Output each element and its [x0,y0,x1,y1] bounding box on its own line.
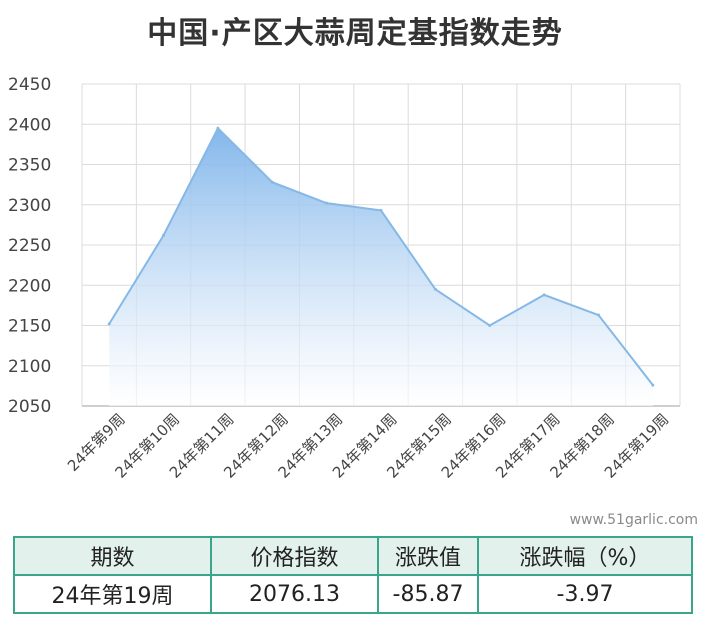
data-point [107,322,111,326]
area-fill [109,128,653,406]
header-period: 期数 [13,536,212,576]
data-point [379,208,383,212]
x-axis-ticks: 24年第9周24年第10周24年第11周24年第12周24年第13周24年第14… [64,410,672,482]
header-price-index: 价格指数 [210,536,379,576]
y-tick-label: 2050 [8,397,51,417]
source-watermark: www.51garlic.com [569,512,698,528]
data-point [651,383,655,387]
data-point [433,287,437,291]
y-tick-label: 2150 [8,317,51,337]
cell-change-value: -85.87 [377,574,479,614]
chart-canvas: 2050 2100 2150 2200 2250 2300 2350 2400 2450 24年… [8,75,681,482]
header-change-percent: 涨跌幅（%） [477,536,693,576]
header-change-value: 涨跌值 [377,536,479,576]
y-tick-label: 2400 [8,115,51,135]
y-tick-label: 2100 [8,357,51,377]
cell-period: 24年第19周 [13,574,212,614]
chart-title: 中国·产区大蒜周定基指数走势 [147,16,563,51]
y-tick-label: 2250 [8,236,51,256]
index-summary-table: 期数 价格指数 涨跌值 涨跌幅（%） 24年第19周 2076.13 -85.8… [13,536,693,614]
y-tick-label: 2450 [8,75,51,95]
area-series [107,126,655,406]
data-point [325,201,329,205]
y-axis-ticks: 2050 2100 2150 2200 2250 2300 2350 2400 2450 [8,75,51,417]
y-tick-label: 2350 [8,156,51,176]
data-point [542,293,546,297]
data-point [216,126,220,130]
y-tick-label: 2200 [8,276,51,296]
cell-change-percent: -3.97 [477,574,693,614]
cell-price-index: 2076.13 [210,574,379,614]
table-header-row: 期数 价格指数 涨跌值 涨跌幅（%） [13,536,693,576]
y-tick-label: 2300 [8,196,51,216]
data-point [162,233,166,237]
data-point [596,313,600,317]
data-point [270,180,274,184]
table-row: 24年第19周 2076.13 -85.87 -3.97 [13,574,693,614]
data-point [488,324,492,327]
